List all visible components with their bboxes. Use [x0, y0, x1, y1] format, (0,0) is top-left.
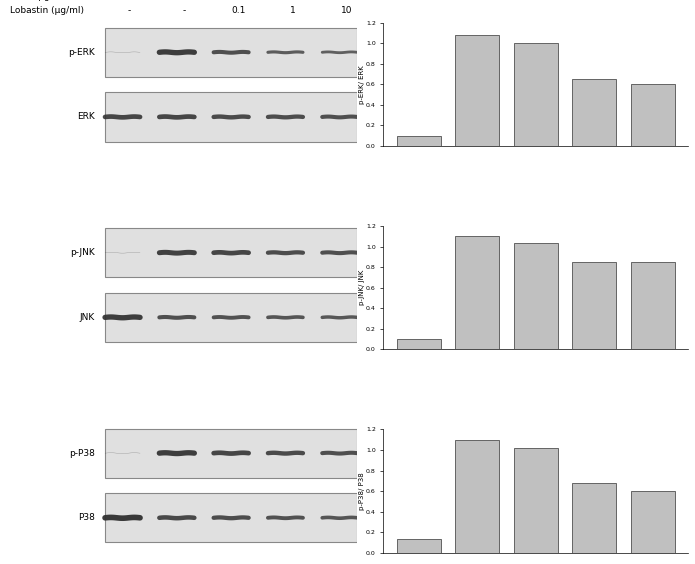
- FancyBboxPatch shape: [105, 92, 357, 142]
- Bar: [397, 135, 441, 146]
- Bar: [631, 84, 675, 146]
- Text: 0.1: 0.1: [231, 6, 245, 15]
- Text: ERK: ERK: [76, 112, 95, 121]
- Text: -: -: [182, 6, 186, 15]
- Bar: [573, 79, 616, 146]
- Bar: [631, 491, 675, 553]
- FancyBboxPatch shape: [105, 429, 357, 478]
- Bar: [573, 262, 616, 349]
- Bar: [455, 440, 499, 553]
- Text: p-JNK: p-JNK: [70, 248, 95, 257]
- Y-axis label: p-JNK/ JNK: p-JNK/ JNK: [359, 270, 365, 305]
- Text: -: -: [128, 0, 131, 1]
- Bar: [397, 539, 441, 553]
- Bar: [573, 483, 616, 553]
- Bar: [397, 339, 441, 349]
- Text: +: +: [288, 0, 296, 1]
- Text: p-P38: p-P38: [69, 448, 95, 457]
- Text: JNK: JNK: [79, 313, 95, 322]
- Bar: [514, 244, 557, 349]
- Bar: [514, 43, 557, 146]
- Text: P38: P38: [78, 513, 95, 522]
- Text: Lobastin (μg/ml): Lobastin (μg/ml): [10, 6, 85, 15]
- Text: 10: 10: [341, 6, 352, 15]
- Bar: [455, 236, 499, 349]
- Text: -: -: [128, 6, 131, 15]
- Bar: [514, 448, 557, 553]
- Text: +: +: [234, 0, 242, 1]
- Bar: [631, 262, 675, 349]
- FancyBboxPatch shape: [105, 228, 357, 277]
- Text: p-ERK: p-ERK: [68, 48, 95, 57]
- FancyBboxPatch shape: [105, 28, 357, 77]
- Text: +: +: [180, 0, 188, 1]
- FancyBboxPatch shape: [105, 293, 357, 342]
- Y-axis label: p-ERK/ ERK: p-ERK/ ERK: [359, 65, 365, 104]
- Text: +: +: [343, 0, 350, 1]
- FancyBboxPatch shape: [105, 494, 357, 543]
- Y-axis label: p-P38/ P38: p-P38/ P38: [359, 472, 365, 510]
- Bar: [455, 35, 499, 146]
- Text: LPS (1μg/ml): LPS (1μg/ml): [10, 0, 68, 1]
- Text: 1: 1: [290, 6, 295, 15]
